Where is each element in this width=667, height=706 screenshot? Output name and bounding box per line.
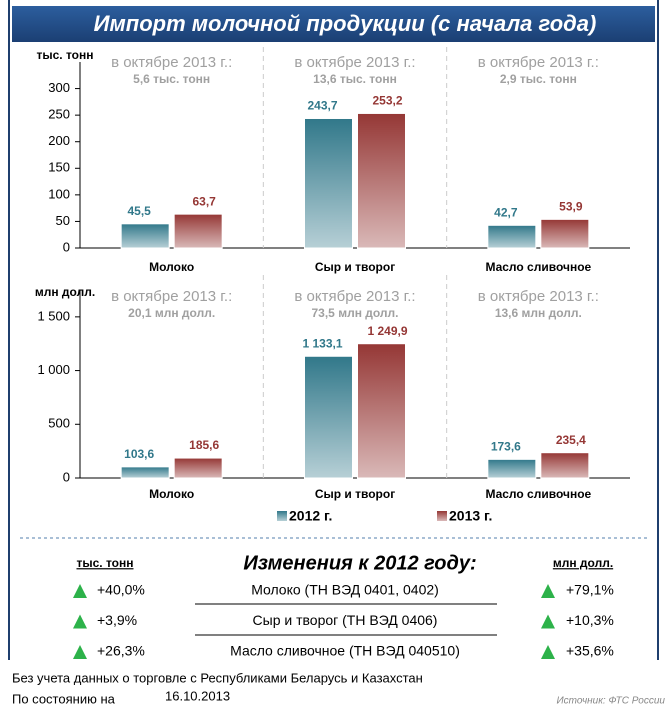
legend-shine bbox=[437, 511, 447, 521]
y-tick-label: 200 bbox=[48, 133, 70, 148]
right-change: +10,3% bbox=[566, 612, 614, 628]
y-tick-label: 150 bbox=[48, 160, 70, 175]
right-change: +79,1% bbox=[566, 582, 614, 598]
left-change: +3,9% bbox=[97, 612, 137, 628]
annotation-label: в октябре 2013 г.: bbox=[478, 288, 599, 305]
bar-shine bbox=[357, 343, 406, 478]
y-tick-label: 1 500 bbox=[37, 308, 70, 323]
value-label: 103,6 bbox=[124, 447, 154, 461]
date: 16.10.2013 bbox=[165, 688, 230, 703]
title: Импорт молочной продукции (с начала года… bbox=[94, 11, 597, 36]
row-label: Масло сливочное (ТН ВЭД 040510) bbox=[230, 643, 460, 659]
y-tick-label: 500 bbox=[48, 416, 70, 431]
up-triangle bbox=[73, 614, 87, 629]
right-unit: млн долл. bbox=[553, 556, 613, 570]
annotation-value: 13,6 тыс. тонн bbox=[313, 72, 397, 86]
annotation-value: 5,6 тыс. тонн bbox=[133, 72, 210, 86]
bar-shine bbox=[121, 223, 170, 248]
up-triangle bbox=[73, 645, 87, 659]
annotation-value: 73,5 млн долл. bbox=[312, 306, 399, 320]
y-tick-label: 300 bbox=[48, 80, 70, 95]
value-label: 253,2 bbox=[372, 94, 402, 108]
up-triangle bbox=[541, 614, 555, 629]
bar-shine bbox=[357, 113, 406, 248]
x-tick-label: Молоко bbox=[149, 487, 194, 501]
legend-label: 2012 г. bbox=[289, 508, 332, 524]
y-tick-label: 50 bbox=[56, 213, 70, 228]
bar-shine bbox=[174, 214, 223, 248]
note: Без учета данных о торговле с Республика… bbox=[12, 670, 423, 685]
up-triangle bbox=[541, 584, 555, 598]
value-label: 1 249,9 bbox=[367, 324, 407, 338]
y-tick-label: 1 000 bbox=[37, 362, 70, 377]
bar-shine bbox=[540, 452, 589, 478]
bar-shine bbox=[304, 356, 353, 478]
x-tick-label: Молоко bbox=[149, 260, 194, 274]
x-tick-label: Масло сливочное bbox=[485, 260, 591, 274]
y-tick-label: 250 bbox=[48, 107, 70, 122]
value-label: 63,7 bbox=[192, 194, 216, 208]
title-bar bbox=[12, 6, 655, 42]
annotation-label: в октябре 2013 г.: bbox=[294, 288, 415, 305]
bar-shine bbox=[487, 225, 536, 248]
legend-shine bbox=[277, 511, 287, 521]
value-label: 185,6 bbox=[189, 438, 219, 452]
annotation-value: 2,9 тыс. тонн bbox=[500, 72, 577, 86]
source: Источник: ФТС России bbox=[556, 696, 665, 706]
bar-shine bbox=[540, 219, 589, 248]
annotation-label: в октябре 2013 г.: bbox=[111, 54, 232, 71]
y-tick-label: 0 bbox=[63, 469, 70, 484]
value-label: 45,5 bbox=[127, 204, 151, 218]
value-label: 173,6 bbox=[491, 440, 521, 454]
value-label: 42,7 bbox=[494, 205, 518, 219]
y-tick-label: 100 bbox=[48, 186, 70, 201]
changes-title: Изменения к 2012 году: bbox=[243, 552, 476, 574]
right-change: +35,6% bbox=[566, 643, 614, 659]
left-change: +26,3% bbox=[97, 643, 145, 659]
up-triangle bbox=[541, 645, 555, 659]
y-axis-label: тыс. тонн bbox=[36, 48, 93, 62]
value-label: 243,7 bbox=[307, 99, 337, 113]
row-label: Молоко (ТН ВЭД 0401, 0402) bbox=[251, 582, 439, 598]
x-tick-label: Сыр и творог bbox=[315, 487, 395, 501]
bar-shine bbox=[174, 458, 223, 478]
x-tick-label: Масло сливочное bbox=[485, 487, 591, 501]
left-unit: тыс. тонн bbox=[76, 556, 133, 570]
x-tick-label: Сыр и творог bbox=[315, 260, 395, 274]
up-triangle bbox=[73, 584, 87, 598]
annotation-value: 13,6 млн долл. bbox=[495, 306, 582, 320]
legend-label: 2013 г. bbox=[449, 508, 492, 524]
y-axis-label: млн долл. bbox=[35, 285, 95, 299]
value-label: 1 133,1 bbox=[302, 336, 342, 350]
annotation-label: в октябре 2013 г.: bbox=[294, 54, 415, 71]
value-label: 235,4 bbox=[556, 433, 586, 447]
left-change: +40,0% bbox=[97, 582, 145, 598]
row-label: Сыр и творог (ТН ВЭД 0406) bbox=[253, 612, 438, 628]
annotation-label: в октябре 2013 г.: bbox=[478, 54, 599, 71]
as-of: По состоянию на bbox=[12, 691, 116, 706]
y-tick-label: 0 bbox=[63, 239, 70, 254]
bar-shine bbox=[487, 459, 536, 478]
bar-shine bbox=[304, 118, 353, 248]
bar-shine bbox=[121, 466, 170, 478]
value-label: 53,9 bbox=[559, 200, 583, 214]
annotation-label: в октябре 2013 г.: bbox=[111, 288, 232, 305]
annotation-value: 20,1 млн долл. bbox=[128, 306, 215, 320]
